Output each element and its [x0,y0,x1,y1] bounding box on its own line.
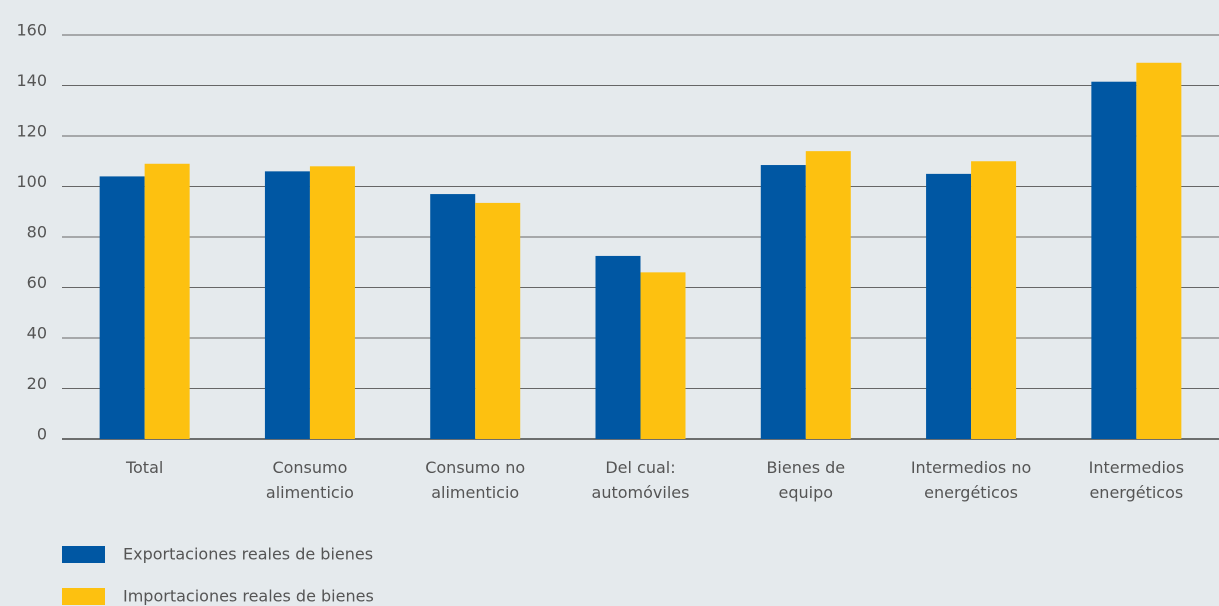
bar [760,165,806,439]
y-tick-label: 100 [16,172,47,191]
bar [144,163,190,439]
bar [595,255,641,439]
bar [99,176,145,439]
bar [1091,81,1137,440]
x-tick-label: Consumo alimenticio [265,458,354,502]
x-tick-label: Consumo no alimenticio [425,458,526,502]
bar [805,151,851,439]
x-tick-label: Intermedios no energéticos [910,458,1032,502]
x-tick-label: Bienes de equipo [766,458,846,502]
y-tick-label: 120 [16,122,47,141]
bar [264,171,310,439]
y-tick-label: 140 [16,71,47,90]
bar [640,272,686,439]
x-tick-label: Del cual: automóviles [591,458,690,502]
legend-swatch [62,588,105,605]
bar [309,166,355,440]
bar [926,173,972,439]
x-tick-label: Total [125,458,164,477]
bar [475,202,521,439]
y-tick-label: 160 [16,21,47,40]
y-tick-label: 20 [27,374,47,393]
bar [1136,62,1182,440]
y-tick-label: 40 [27,324,47,343]
y-tick-label: 80 [27,223,47,242]
legend-label: Importaciones reales de bienes [123,587,374,606]
y-tick-label: 0 [37,425,47,444]
bar [430,194,476,439]
legend-swatch [62,546,105,563]
legend-label: Exportaciones reales de bienes [123,545,373,564]
y-tick-label: 60 [27,273,47,292]
x-tick-label: Intermedios energéticos [1088,458,1185,502]
bar [971,161,1017,439]
